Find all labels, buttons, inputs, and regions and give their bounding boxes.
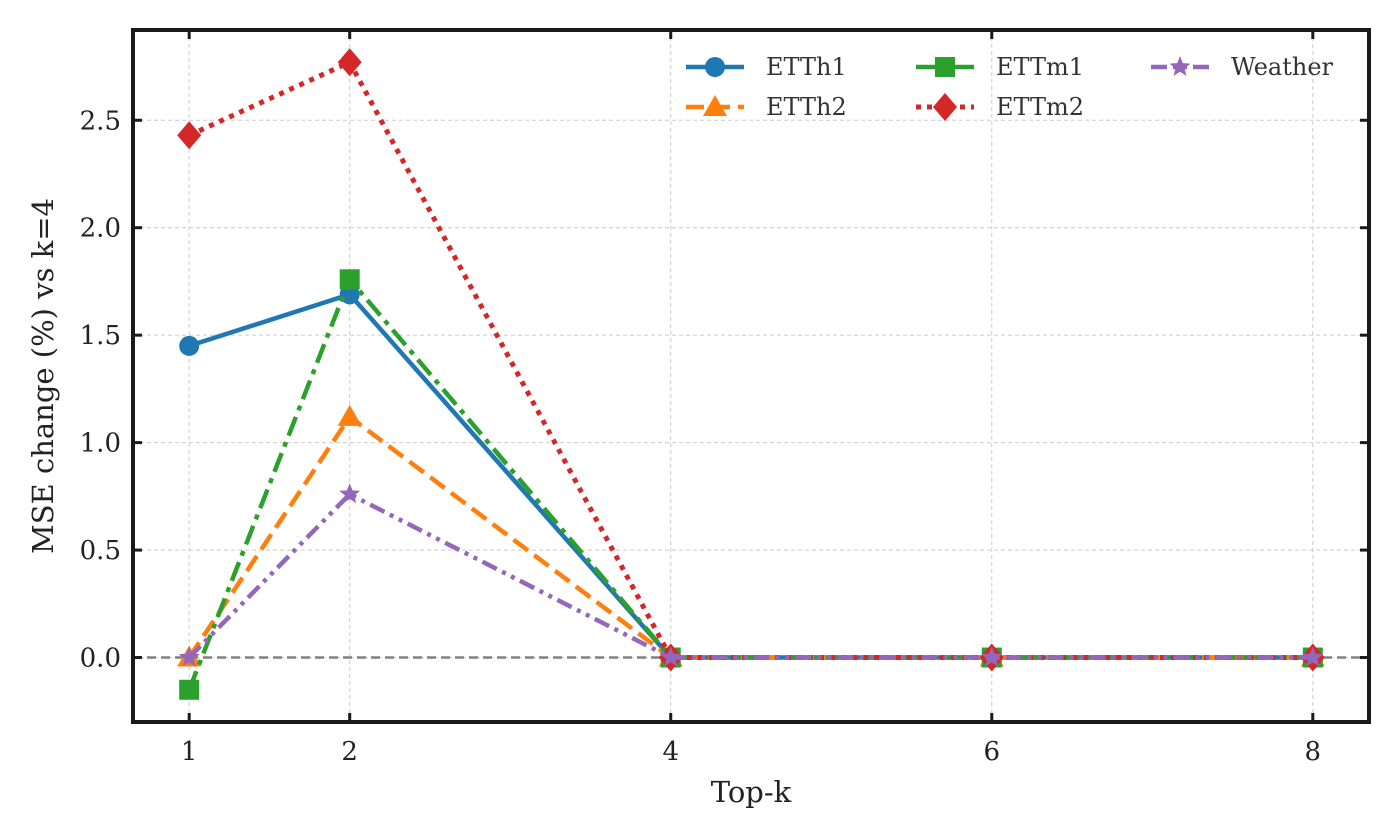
legend-label: ETTm2 <box>996 93 1084 121</box>
legend-label: ETTh1 <box>766 53 847 81</box>
legend-item: Weather <box>1151 53 1334 81</box>
legend-label: ETTh2 <box>766 93 847 121</box>
series-weather <box>178 483 1324 667</box>
x-axis-label: Top-k <box>711 775 792 809</box>
x-tick-label: 6 <box>984 737 1001 767</box>
legend-item: ETTm1 <box>916 53 1084 81</box>
legend-marker <box>703 95 727 116</box>
data-point <box>339 483 361 504</box>
data-point <box>178 646 200 667</box>
legend-item: ETTh1 <box>686 53 847 81</box>
series-line <box>188 292 1313 660</box>
series-group <box>177 48 1325 700</box>
data-point <box>179 335 200 356</box>
x-tick-label: 8 <box>1305 737 1322 767</box>
legend-marker <box>1169 56 1191 76</box>
y-tick-label: 1.5 <box>80 321 121 351</box>
x-tick-label: 4 <box>662 737 679 767</box>
legend-label: ETTm1 <box>996 53 1084 81</box>
y-tick-label: 0.5 <box>80 536 121 566</box>
series-ettm1 <box>179 269 1323 700</box>
data-point <box>337 48 362 77</box>
legend-item: ETTh2 <box>686 93 847 121</box>
data-point <box>660 646 682 667</box>
y-tick-labels: 0.0 0.5 1.0 1.5 2.0 2.5 <box>80 106 121 673</box>
data-point <box>339 269 360 290</box>
plot-frame <box>131 28 1371 724</box>
axis-ticks <box>133 30 1369 722</box>
x-tick-label: 2 <box>341 737 358 767</box>
legend-label: Weather <box>1231 53 1334 81</box>
x-tick-label: 1 <box>181 737 198 767</box>
series-etth1 <box>179 284 1323 668</box>
data-point <box>337 404 362 426</box>
series-line <box>187 491 1313 660</box>
x-tick-labels: 1 2 4 6 8 <box>181 737 1321 767</box>
legend-marker <box>705 57 725 77</box>
series-line <box>188 59 1313 661</box>
y-tick-label: 0.0 <box>80 644 121 674</box>
data-point <box>981 646 1003 667</box>
legend-item: ETTm2 <box>916 93 1084 121</box>
y-tick-label: 1.0 <box>80 429 121 459</box>
series-line <box>187 414 1313 660</box>
y-tick-label: 2.0 <box>80 214 121 244</box>
legend-marker <box>935 57 955 77</box>
grid <box>133 30 1369 722</box>
legend: ETTh1 ETTh2 ETTm1 ETTm2 Weather <box>686 53 1334 121</box>
data-point <box>177 121 202 150</box>
data-point <box>179 679 200 700</box>
y-tick-label: 2.5 <box>80 106 121 136</box>
series-line <box>187 277 1313 691</box>
legend-marker <box>933 93 957 121</box>
data-point <box>1302 646 1324 667</box>
y-axis-label: MSE change (%) vs k=4 <box>26 198 60 554</box>
